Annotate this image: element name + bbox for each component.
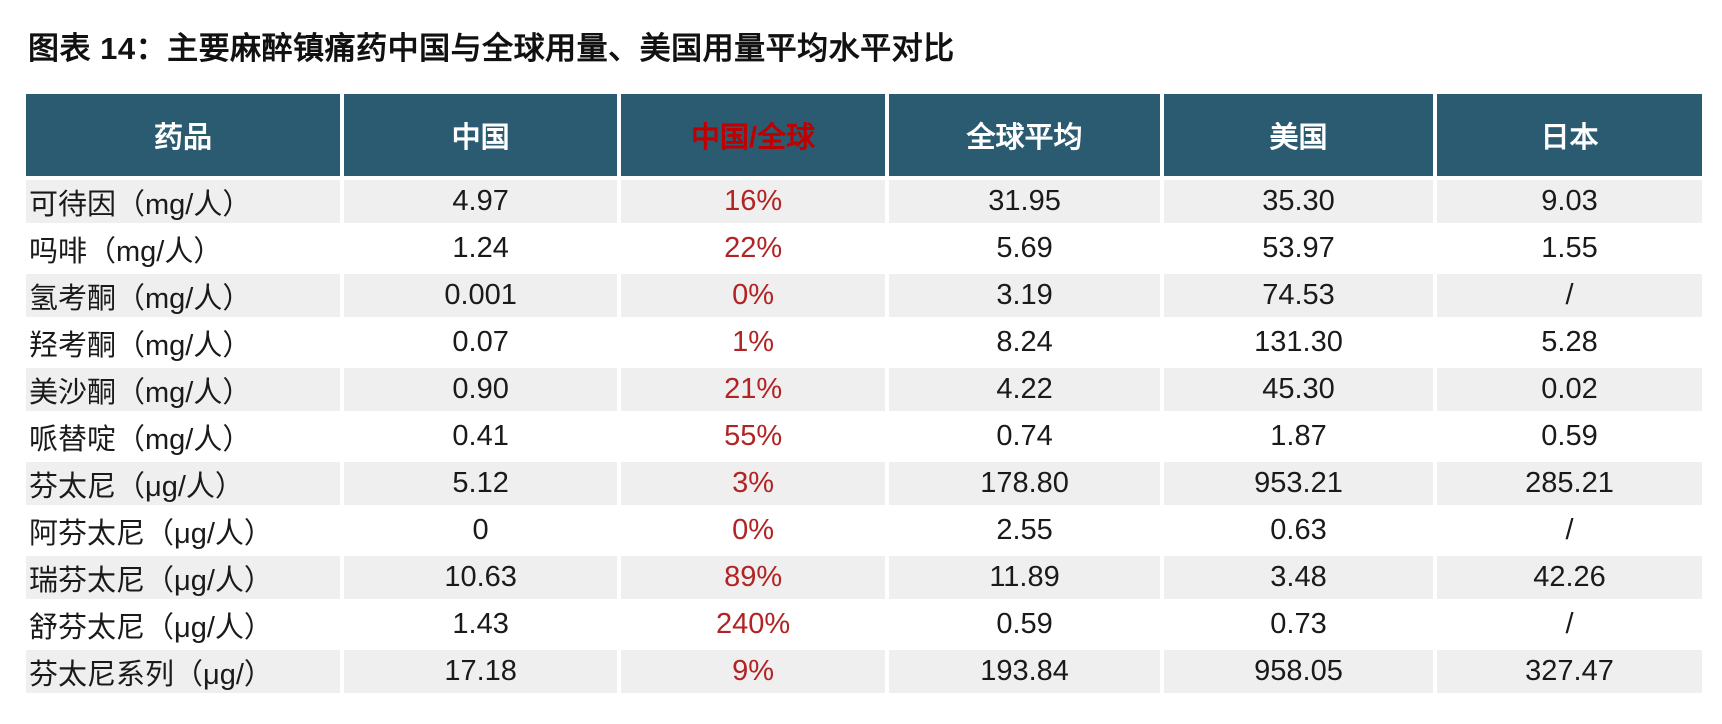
value-cell: 22%: [621, 227, 886, 270]
table-row: 芬太尼（μg/人） 5.12 3% 178.80 953.21 285.21: [26, 462, 1702, 505]
value-cell: 0.02: [1437, 368, 1702, 411]
value-cell: 1.55: [1437, 227, 1702, 270]
header-row: 药品 中国 中国/全球 全球平均 美国 日本: [26, 94, 1702, 176]
column-header-1: 中国: [344, 94, 618, 176]
value-cell: 5.69: [889, 227, 1161, 270]
value-cell: 1%: [621, 321, 886, 364]
table-row: 芬太尼系列（μg/） 17.18 9% 193.84 958.05 327.47: [26, 650, 1702, 693]
value-cell: 16%: [621, 180, 886, 223]
drug-name-cell: 美沙酮（mg/人）: [26, 368, 341, 411]
value-cell: 55%: [621, 415, 886, 458]
column-header-2: 中国/全球: [621, 94, 886, 176]
value-cell: 11.89: [889, 556, 1161, 599]
value-cell: 31.95: [889, 180, 1161, 223]
drug-name-cell: 芬太尼（μg/人）: [26, 462, 341, 505]
value-cell: 1.24: [344, 227, 618, 270]
value-cell: 193.84: [889, 650, 1161, 693]
value-cell: 0.90: [344, 368, 618, 411]
value-cell: 45.30: [1164, 368, 1433, 411]
value-cell: 8.24: [889, 321, 1161, 364]
drug-name-cell: 可待因（mg/人）: [26, 180, 341, 223]
value-cell: 21%: [621, 368, 886, 411]
value-cell: 0: [344, 509, 618, 552]
value-cell: 17.18: [344, 650, 618, 693]
drug-name-cell: 吗啡（mg/人）: [26, 227, 341, 270]
value-cell: 327.47: [1437, 650, 1702, 693]
value-cell: 0%: [621, 274, 886, 317]
column-header-5: 日本: [1437, 94, 1702, 176]
drug-name-cell: 舒芬太尼（μg/人）: [26, 603, 341, 646]
table-row: 可待因（mg/人） 4.97 16% 31.95 35.30 9.03: [26, 180, 1702, 223]
value-cell: 35.30: [1164, 180, 1433, 223]
drug-name-cell: 阿芬太尼（μg/人）: [26, 509, 341, 552]
value-cell: 0.41: [344, 415, 618, 458]
value-cell: 953.21: [1164, 462, 1433, 505]
value-cell: 0%: [621, 509, 886, 552]
table-row: 哌替啶（mg/人） 0.41 55% 0.74 1.87 0.59: [26, 415, 1702, 458]
value-cell: 3.48: [1164, 556, 1433, 599]
figure-title: 图表 14：主要麻醉镇痛药中国与全球用量、美国用量平均水平对比: [28, 31, 955, 66]
column-header-3: 全球平均: [889, 94, 1161, 176]
value-cell: 0.001: [344, 274, 618, 317]
value-cell: 53.97: [1164, 227, 1433, 270]
value-cell: 9.03: [1437, 180, 1702, 223]
value-cell: 4.97: [344, 180, 618, 223]
table-row: 阿芬太尼（μg/人） 0 0% 2.55 0.63/: [26, 509, 1702, 552]
value-cell: 131.30: [1164, 321, 1433, 364]
drug-name-cell: 瑞芬太尼（μg/人）: [26, 556, 341, 599]
value-cell: /: [1437, 509, 1702, 552]
value-cell: 0.07: [344, 321, 618, 364]
value-cell: 0.73: [1164, 603, 1433, 646]
table-row: 氢考酮（mg/人） 0.001 0% 3.19 74.53/: [26, 274, 1702, 317]
value-cell: 0.59: [1437, 415, 1702, 458]
value-cell: 178.80: [889, 462, 1161, 505]
value-cell: 3.19: [889, 274, 1161, 317]
drug-usage-table: 药品 中国 中国/全球 全球平均 美国 日本 可待因（mg/人） 4.97 16% 31.95 3…: [22, 90, 1706, 697]
drug-name-cell: 羟考酮（mg/人）: [26, 321, 341, 364]
table-body: 可待因（mg/人） 4.97 16% 31.95 35.30 9.03 吗啡（mg/人） 1.…: [26, 180, 1702, 693]
value-cell: 5.12: [344, 462, 618, 505]
table-row: 舒芬太尼（μg/人） 1.43 240% 0.59 0.73/: [26, 603, 1702, 646]
value-cell: 89%: [621, 556, 886, 599]
table-row: 瑞芬太尼（μg/人） 10.63 89% 11.89 3.48 42.26: [26, 556, 1702, 599]
table-row: 羟考酮（mg/人） 0.07 1% 8.24 131.30 5.28: [26, 321, 1702, 364]
value-cell: 9%: [621, 650, 886, 693]
value-cell: 0.74: [889, 415, 1161, 458]
value-cell: 285.21: [1437, 462, 1702, 505]
value-cell: 1.43: [344, 603, 618, 646]
value-cell: 958.05: [1164, 650, 1433, 693]
value-cell: 240%: [621, 603, 886, 646]
value-cell: 3%: [621, 462, 886, 505]
value-cell: /: [1437, 603, 1702, 646]
drug-name-cell: 哌替啶（mg/人）: [26, 415, 341, 458]
value-cell: 42.26: [1437, 556, 1702, 599]
value-cell: 0.59: [889, 603, 1161, 646]
value-cell: 0.63: [1164, 509, 1433, 552]
value-cell: 74.53: [1164, 274, 1433, 317]
column-header-4: 美国: [1164, 94, 1433, 176]
table-row: 美沙酮（mg/人） 0.90 21% 4.22 45.30 0.02: [26, 368, 1702, 411]
drug-name-cell: 氢考酮（mg/人）: [26, 274, 341, 317]
value-cell: /: [1437, 274, 1702, 317]
value-cell: 2.55: [889, 509, 1161, 552]
value-cell: 5.28: [1437, 321, 1702, 364]
drug-name-cell: 芬太尼系列（μg/）: [26, 650, 341, 693]
table-row: 吗啡（mg/人） 1.24 22% 5.69 53.97 1.55: [26, 227, 1702, 270]
value-cell: 4.22: [889, 368, 1161, 411]
value-cell: 1.87: [1164, 415, 1433, 458]
value-cell: 10.63: [344, 556, 618, 599]
column-header-0: 药品: [26, 94, 341, 176]
